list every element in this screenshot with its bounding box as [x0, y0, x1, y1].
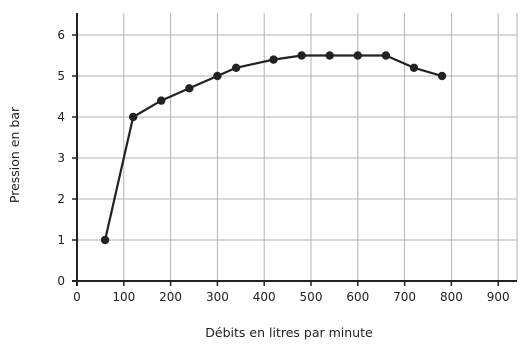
y-axis-title: Pression en bar [7, 106, 22, 203]
y-tick-label: 5 [57, 69, 65, 83]
x-tick-label: 300 [206, 290, 229, 304]
data-point [437, 71, 447, 81]
y-tick-label: 0 [57, 274, 65, 288]
data-point [213, 71, 222, 81]
y-tick-label: 6 [57, 28, 65, 42]
grid [77, 13, 518, 281]
data-point [381, 51, 391, 60]
x-tick-label: 800 [440, 290, 463, 304]
series-line [104, 54, 443, 241]
x-tick-label: 400 [253, 290, 276, 304]
data-point [231, 63, 241, 72]
data-point [128, 112, 138, 122]
tick-labels: 0 100 200 300 400 500 600 700 800 900 0 1 2 3 4 5 6 [57, 28, 509, 304]
data-point [100, 235, 110, 245]
y-tick-label: 3 [57, 151, 65, 165]
x-tick-label: 700 [393, 290, 416, 304]
x-tick-label: 500 [300, 290, 323, 304]
x-tick-label: 600 [346, 290, 369, 304]
y-tick-label: 2 [57, 192, 65, 206]
x-tick-label: 900 [487, 290, 510, 304]
data-point [157, 96, 166, 105]
data-point [297, 51, 306, 60]
series [100, 51, 447, 245]
y-tick-label: 4 [57, 110, 65, 124]
data-point [325, 51, 334, 60]
x-tick-label: 100 [112, 290, 135, 304]
x-axis-title: Débits en litres par minute [205, 325, 373, 340]
x-tick-label: 200 [159, 290, 182, 304]
data-point [269, 55, 278, 64]
data-point [353, 51, 362, 60]
data-point [185, 84, 194, 93]
x-tick-label: 0 [73, 290, 81, 304]
axes [72, 13, 517, 286]
data-point [409, 63, 419, 72]
y-tick-label: 1 [57, 233, 65, 247]
